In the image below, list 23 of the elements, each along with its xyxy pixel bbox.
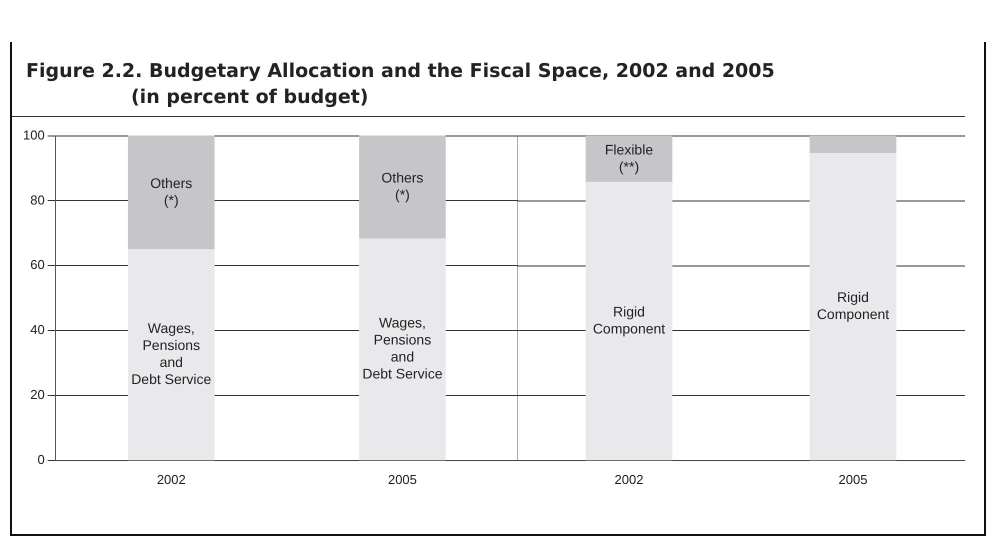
data-label: Others (*) xyxy=(150,174,192,208)
y-tick-label: 80 xyxy=(30,192,45,208)
x-tick-label: 2005 xyxy=(838,472,868,487)
data-label: Rigid Component xyxy=(592,303,666,336)
bar xyxy=(359,135,446,240)
bar xyxy=(359,238,446,460)
data-label: Wages, Pensions and Debt Service xyxy=(362,314,443,382)
data-label: Rigid Component xyxy=(816,289,890,322)
x-tick-label: 2002 xyxy=(614,472,644,487)
chart-subtitle: (in percent of budget) xyxy=(130,85,370,110)
y-tick-label: 0 xyxy=(37,452,45,467)
data-label: Flexible (**) xyxy=(604,142,654,175)
data-label: Others (*) xyxy=(381,170,424,203)
y-tick-label: 20 xyxy=(30,387,45,402)
bar xyxy=(128,249,215,460)
y-tick-label: 40 xyxy=(30,322,45,338)
chart-title: Figure 2.2. Budgetary Allocation and the Fiscal Space, 2002 and 2005 xyxy=(26,59,775,84)
bar xyxy=(128,135,215,250)
y-tick-label: 100 xyxy=(22,127,45,142)
x-tick-label: 2005 xyxy=(388,472,417,487)
data-label: Wages, Pensions and Debt Service xyxy=(131,320,212,388)
y-tick-label: 60 xyxy=(30,257,45,272)
x-tick-label: 2002 xyxy=(156,472,186,487)
